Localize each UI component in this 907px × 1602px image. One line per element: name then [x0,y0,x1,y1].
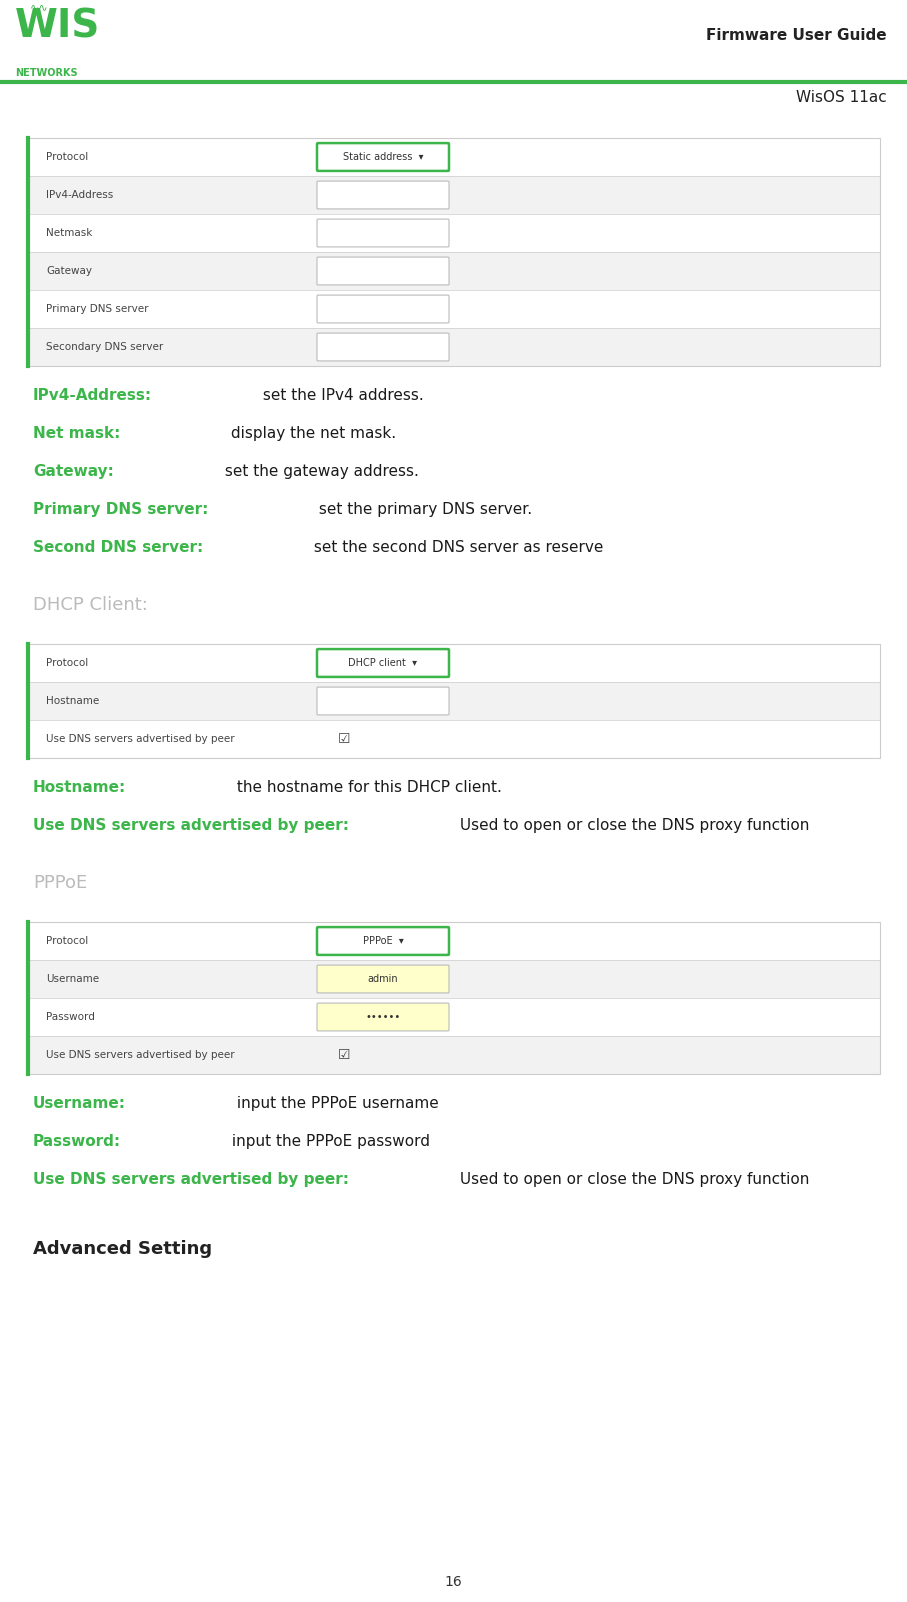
Text: 16: 16 [444,1575,463,1589]
Text: ∿∿: ∿∿ [30,2,49,11]
Text: Primary DNS server:: Primary DNS server: [33,501,209,517]
Text: Username: Username [46,974,99,984]
Text: Used to open or close the DNS proxy function: Used to open or close the DNS proxy func… [455,819,809,833]
FancyBboxPatch shape [317,928,449,955]
Bar [29,328,880,365]
Bar [29,1036,880,1073]
FancyBboxPatch shape [317,333,449,360]
Text: Username:: Username: [33,1096,126,1112]
Bar [28,644,880,758]
Text: Secondary DNS server: Secondary DNS server [46,341,163,352]
FancyBboxPatch shape [317,687,449,714]
Text: Gateway: Gateway [46,266,92,276]
Text: WIS: WIS [15,8,101,46]
Text: Use DNS servers advertised by peer:: Use DNS servers advertised by peer: [33,819,349,833]
FancyBboxPatch shape [317,181,449,208]
Text: Primary DNS server: Primary DNS server [46,304,149,314]
Text: Firmware User Guide: Firmware User Guide [707,27,887,43]
Bar [28,138,880,365]
Bar [29,215,880,252]
Text: input the PPPoE username: input the PPPoE username [232,1096,439,1112]
FancyBboxPatch shape [317,256,449,285]
Text: admin: admin [367,974,398,984]
FancyBboxPatch shape [317,219,449,247]
Text: input the PPPoE password: input the PPPoE password [227,1134,430,1149]
Text: PPPoE  ▾: PPPoE ▾ [363,936,404,947]
Bar [29,644,880,682]
Text: Hostname: Hostname [46,695,99,706]
Text: Password:: Password: [33,1134,122,1149]
Bar [29,252,880,290]
Bar [29,923,880,960]
Text: set the gateway address.: set the gateway address. [219,465,419,479]
Text: Protocol: Protocol [46,936,88,947]
Bar [29,176,880,215]
Bar [29,998,880,1036]
Text: set the second DNS server as reserve: set the second DNS server as reserve [309,540,603,554]
Bar [29,290,880,328]
Text: Protocol: Protocol [46,152,88,162]
Bar [29,138,880,176]
Text: DHCP Client:: DHCP Client: [33,596,148,614]
Text: Gateway:: Gateway: [33,465,114,479]
Text: Net mask:: Net mask: [33,426,121,441]
Text: Static address  ▾: Static address ▾ [343,152,424,162]
Text: display the net mask.: display the net mask. [227,426,396,441]
Text: ☑: ☑ [338,732,350,747]
Bar [29,682,880,719]
Text: NETWORKS: NETWORKS [15,67,78,78]
Bar [29,719,880,758]
Text: Hostname:: Hostname: [33,780,126,795]
Text: Use DNS servers advertised by peer:: Use DNS servers advertised by peer: [33,1173,349,1187]
Text: Password: Password [46,1012,95,1022]
Text: DHCP client  ▾: DHCP client ▾ [348,658,417,668]
Text: Use DNS servers advertised by peer: Use DNS servers advertised by peer [46,1049,235,1061]
Text: Use DNS servers advertised by peer: Use DNS servers advertised by peer [46,734,235,743]
Text: IPv4-Address: IPv4-Address [46,191,113,200]
Text: Second DNS server:: Second DNS server: [33,540,203,554]
FancyBboxPatch shape [317,295,449,324]
FancyBboxPatch shape [317,1003,449,1032]
Text: Advanced Setting: Advanced Setting [33,1240,212,1258]
Text: set the primary DNS server.: set the primary DNS server. [315,501,532,517]
Text: Used to open or close the DNS proxy function: Used to open or close the DNS proxy func… [455,1173,809,1187]
Text: the hostname for this DHCP client.: the hostname for this DHCP client. [232,780,502,795]
Text: Netmask: Netmask [46,227,93,239]
Text: ☑: ☑ [338,1048,350,1062]
FancyBboxPatch shape [317,964,449,993]
Bar [29,960,880,998]
FancyBboxPatch shape [317,143,449,171]
Text: WisOS 11ac: WisOS 11ac [796,90,887,106]
Text: IPv4-Address:: IPv4-Address: [33,388,152,404]
Text: Protocol: Protocol [46,658,88,668]
FancyBboxPatch shape [317,649,449,678]
Bar [28,923,880,1073]
Text: ••••••: •••••• [366,1012,401,1022]
Text: set the IPv4 address.: set the IPv4 address. [258,388,424,404]
Text: PPPoE: PPPoE [33,875,87,892]
